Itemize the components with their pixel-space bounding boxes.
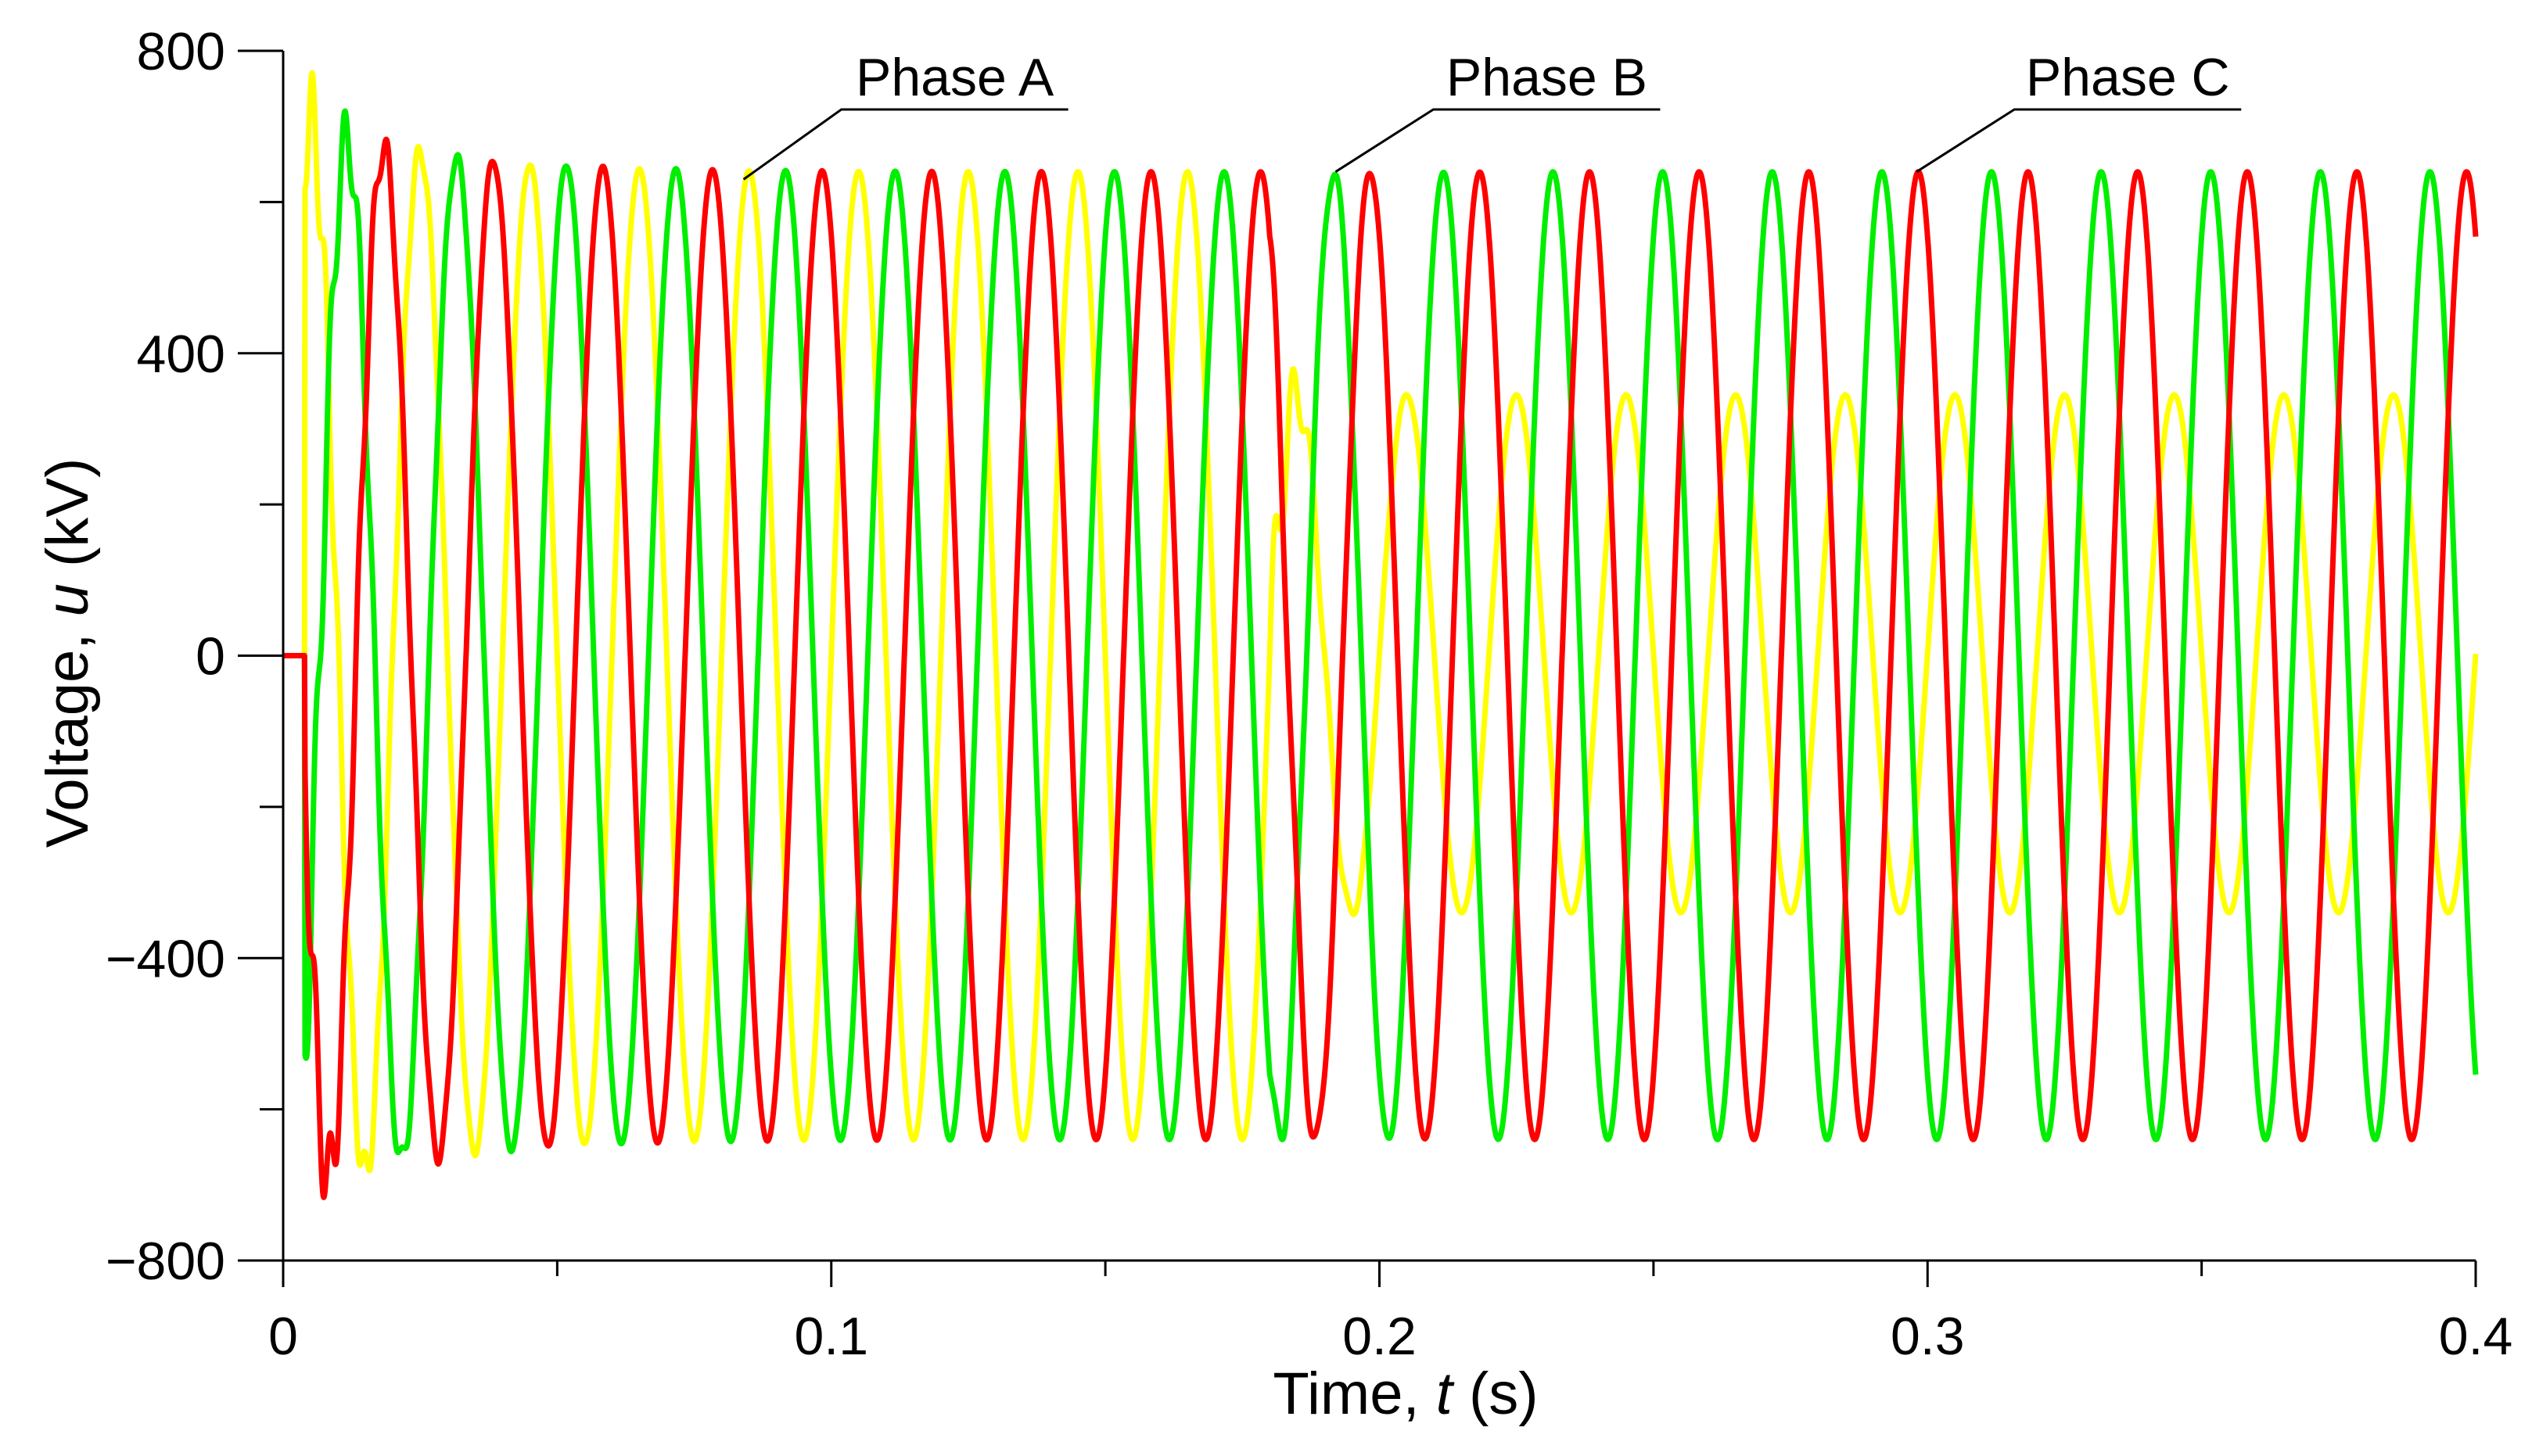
legend-label-phase-c: Phase C: [2026, 48, 2230, 107]
callout-line-phase-a: [742, 108, 1068, 181]
x-axis-label: Time, t (s): [1273, 1361, 1538, 1427]
y-tick-label: 800: [137, 22, 225, 81]
labels-layer: Phase A Phase B Phase C: [742, 48, 2242, 181]
callout-line-phase-b: [1334, 108, 1661, 173]
x-tick-label: 0.1: [794, 1307, 868, 1366]
series-line-phase-a: [281, 70, 2479, 1174]
y-tick-label: 0: [196, 627, 225, 687]
series-line-phase-c: [281, 136, 2479, 1200]
series-layer: [281, 70, 2479, 1200]
y-tick-label: −400: [106, 929, 225, 988]
y-tick-label: −800: [106, 1232, 225, 1291]
legend-label-phase-a: Phase A: [856, 48, 1054, 107]
x-tick-label: 0.3: [1891, 1307, 1965, 1366]
series-line-phase-b: [281, 108, 2479, 1156]
axes-layer: 800 400 0 −400 −800 0 0.1 0.2 0.3 0.4: [106, 22, 2512, 1366]
x-tick-label: 0: [268, 1307, 298, 1366]
y-tick-label: 400: [137, 325, 225, 384]
legend-label-phase-b: Phase B: [1446, 48, 1647, 107]
y-axis-label: Voltage, u (kV): [34, 458, 101, 848]
x-tick-label: 0.2: [1342, 1307, 1417, 1366]
x-tick-label: 0.4: [2439, 1307, 2513, 1366]
callout-line-phase-c: [1916, 108, 2242, 173]
